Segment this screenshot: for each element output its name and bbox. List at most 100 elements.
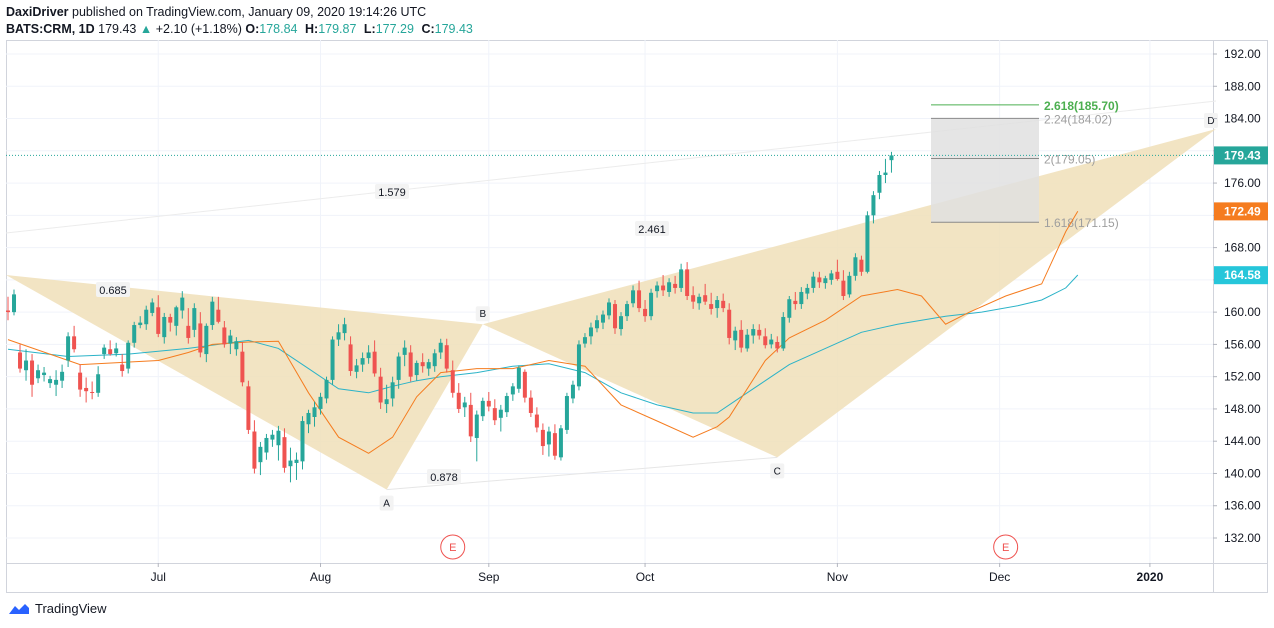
candle-body: [588, 327, 593, 337]
candle-body: [126, 342, 131, 369]
candle-body: [552, 433, 557, 456]
candle-body: [180, 297, 185, 311]
candle-body: [649, 292, 654, 317]
candle-body: [426, 362, 431, 369]
candle-body: [114, 348, 119, 354]
candle-body: [90, 391, 95, 393]
candle-body: [781, 316, 786, 349]
chart-svg[interactable]: 2.618(185.70)2.24(184.02) 2(179.05) 1.618(…: [5, 40, 1268, 593]
candle-body: [282, 437, 287, 468]
y-tick-label: 148.00: [1224, 402, 1261, 416]
candle-body: [600, 314, 605, 323]
candle-body: [763, 336, 768, 346]
candle-body: [168, 316, 173, 323]
candle-body: [228, 335, 233, 344]
moving-averages: [7, 211, 1079, 454]
candle-body: [546, 431, 551, 445]
candle-body: [144, 309, 149, 325]
candle-body: [396, 356, 401, 380]
candle-body: [697, 296, 702, 304]
tradingview-logo-icon: [9, 603, 29, 614]
pattern-ac-line: [386, 456, 778, 491]
fib-level-label: 2(179.05): [1044, 152, 1095, 166]
ratio-label-bg: [375, 184, 409, 199]
candle-body: [24, 360, 29, 371]
candle-body: [42, 372, 47, 376]
ema-slow-line: [7, 274, 1079, 414]
author-name[interactable]: DaxiDriver: [6, 5, 69, 19]
candle-body: [570, 384, 575, 399]
fib-level-label: 2.618(185.70): [1044, 99, 1119, 113]
y-tick-label: 132.00: [1224, 531, 1261, 545]
candle-body: [432, 353, 437, 367]
candle-body: [360, 358, 365, 365]
y-tick-label: 184.00: [1224, 112, 1261, 126]
candle-body: [102, 347, 107, 355]
candle-body: [673, 283, 678, 288]
candle-body: [276, 430, 281, 446]
earnings-marker-label: E: [449, 542, 456, 554]
candle-body: [829, 273, 834, 280]
candle-body: [667, 282, 672, 292]
footer-branding[interactable]: TradingView: [8, 601, 107, 616]
candle-body: [853, 257, 858, 276]
ratio-label: 0.878: [430, 472, 458, 484]
candle-body: [210, 301, 215, 326]
candle-body: [480, 400, 485, 417]
open-value: 178.84: [259, 22, 298, 36]
candle-body: [811, 276, 816, 288]
candle-body: [78, 372, 83, 390]
candle-body: [534, 414, 539, 428]
candle-body: [733, 330, 738, 341]
candle-body: [354, 365, 359, 372]
x-tick-label: Nov: [827, 570, 848, 584]
y-tick-label: 168.00: [1224, 241, 1261, 255]
time-axis[interactable]: JulAugSepOctNovDec2020FebMar: [151, 563, 1268, 584]
candle-body: [96, 374, 101, 393]
price-axis[interactable]: 132.00 136.00 140.00 144.00 148.00 152.00 156.…: [1213, 47, 1268, 545]
candle-body: [192, 308, 197, 330]
candle-body: [306, 412, 311, 425]
candle-body: [709, 304, 714, 309]
candle-body: [715, 300, 720, 309]
candle-body: [186, 325, 191, 338]
candle-body: [300, 421, 305, 462]
candle-body: [486, 400, 491, 407]
pattern-point-label: D: [1207, 116, 1214, 127]
ratio-label-bg: [427, 469, 461, 484]
chart-border: [6, 40, 1268, 593]
candle-body: [252, 431, 257, 469]
ratio-label: 1.579: [378, 187, 406, 199]
candle-body: [48, 379, 53, 384]
x-tick-label: Jul: [151, 570, 166, 584]
y-tick-label: 156.00: [1224, 337, 1261, 351]
candle-body: [564, 396, 569, 430]
candle-body: [108, 349, 113, 355]
candle-body: [823, 278, 828, 284]
candle-body: [384, 399, 389, 405]
candle-body: [889, 155, 894, 161]
candle-body: [132, 325, 137, 343]
low-value: 177.29: [375, 22, 414, 36]
candle-body: [240, 351, 245, 383]
chart-header: DaxiDriver published on TradingView.com,…: [6, 4, 477, 38]
price-chart[interactable]: 2.618(185.70) 2.24(184.02) 2(179.05) 1.618(…: [5, 40, 1268, 593]
last-price: 179.43: [98, 22, 137, 36]
ratio-label: 0.685: [99, 285, 127, 297]
ratio-label-bg: [635, 221, 669, 236]
fib-level-label: 2.24(184.02): [1044, 112, 1112, 126]
candle-body: [402, 347, 407, 355]
candle-body: [294, 459, 299, 463]
candle-body: [655, 285, 660, 292]
pattern-point-label: B: [479, 309, 486, 320]
candle-body: [787, 299, 792, 318]
candle-body: [318, 396, 323, 409]
candle-body: [661, 285, 666, 291]
fib-target-box: 2.618(185.70)2.24(184.02) 2(179.05) 1.618(…: [931, 99, 1119, 230]
candle-body: [234, 341, 239, 350]
candle-body: [631, 290, 636, 304]
candle-body: [576, 344, 581, 387]
candle-body: [607, 302, 611, 316]
candle-body: [793, 300, 798, 305]
candle-body: [691, 295, 696, 302]
